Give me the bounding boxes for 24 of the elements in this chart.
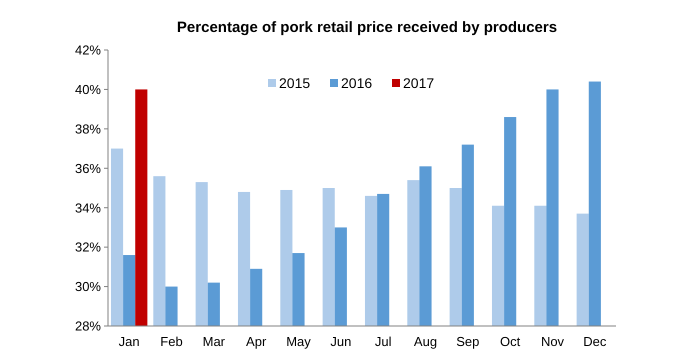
x-tick-label: Jan [118,334,140,349]
x-tick-label: Oct [500,334,521,349]
x-tick-label: Jun [330,334,352,349]
y-tick-label: 42% [74,42,102,58]
y-tick-label: 30% [74,279,102,294]
x-tick-label: Apr [246,334,267,349]
x-tick-label: Dec [583,334,607,349]
x-tick-label: Jul [374,334,392,349]
y-tick-label: 34% [74,200,102,216]
legend-label: 2016 [341,75,372,91]
legend-label: 2015 [279,75,310,91]
x-tick-label: May [286,334,312,349]
y-tick-label: 36% [74,160,102,176]
x-tick-label: Feb [160,334,183,349]
legend-label: 2017 [403,75,434,91]
y-tick-label: 28% [74,318,102,334]
x-tick-label: Sep [456,334,480,349]
y-tick-label: 38% [74,121,102,136]
x-tick-label: Nov [540,334,565,349]
chart-title: Percentage of pork retail price received by producers [176,19,558,36]
y-tick-label: 40% [74,82,102,97]
x-tick-label: Aug [414,334,438,349]
y-tick-label: 32% [74,240,102,255]
x-tick-label: Mar [202,334,226,349]
